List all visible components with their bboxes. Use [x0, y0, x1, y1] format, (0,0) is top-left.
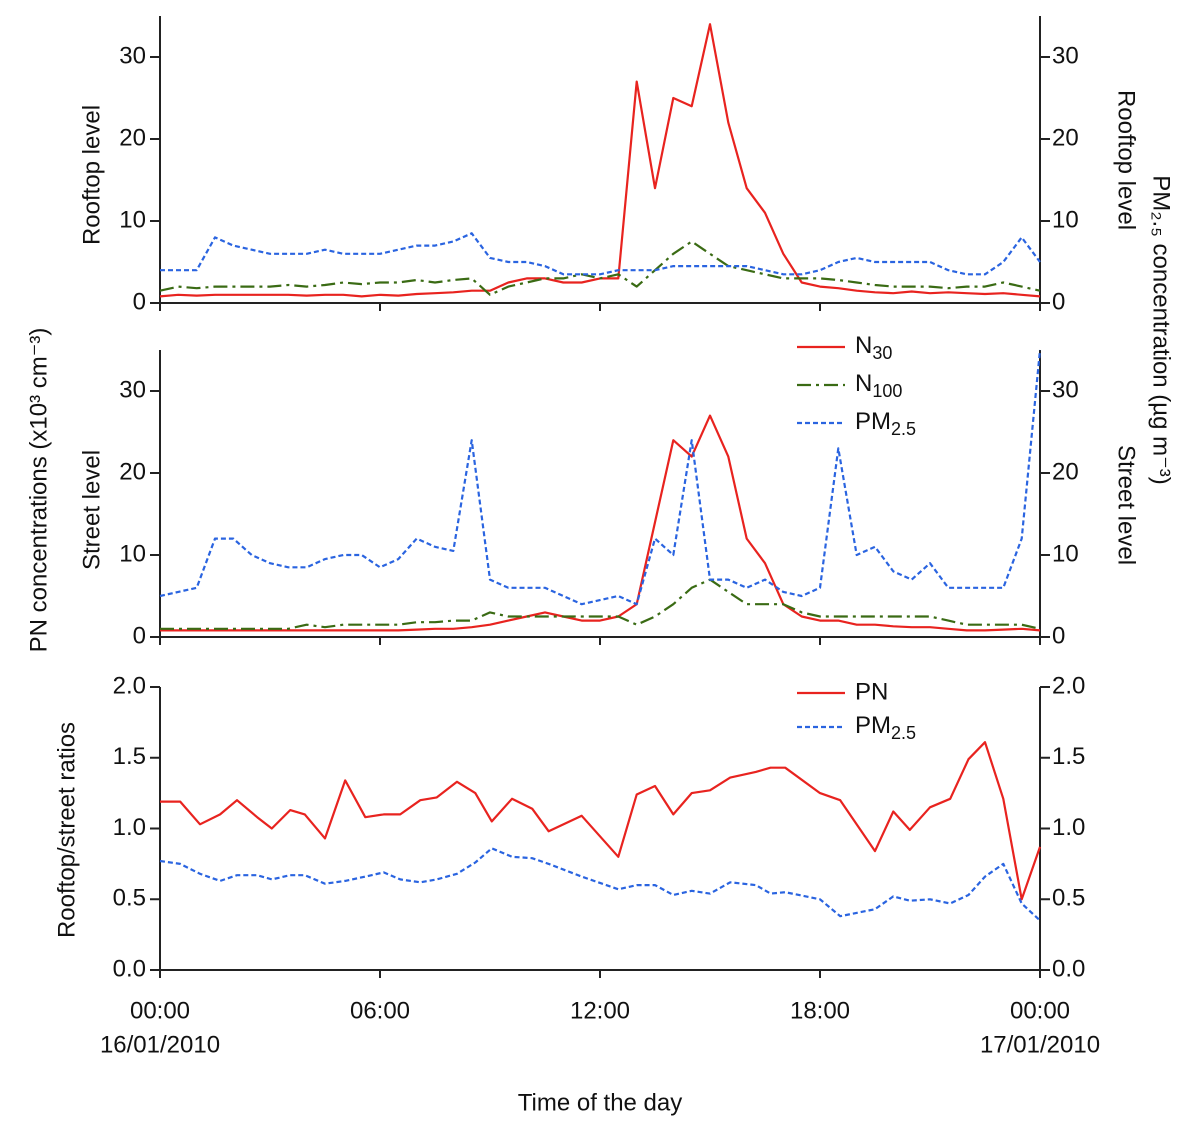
panel-y2-label: Rooftop level [1113, 90, 1140, 230]
series-line [160, 414, 1041, 632]
legend-label: N30 [855, 332, 892, 362]
x-tick-label: 00:00 [130, 997, 190, 1024]
x-tick-label: 00:00 [1010, 997, 1070, 1024]
series-line [159, 847, 1041, 922]
y-tick-label: 10 [119, 206, 146, 233]
y-tick-label: 1.5 [113, 743, 146, 770]
y-axis-title: PN concentrations (x10³ cm⁻³) [25, 328, 52, 653]
y-tick-label: 10 [119, 540, 146, 567]
y-tick-label: 30 [119, 42, 146, 69]
series-line [159, 240, 1041, 296]
y2-tick-label: 0.0 [1052, 955, 1085, 982]
date-label: 16/01/2010 [100, 1031, 220, 1058]
date-label: 17/01/2010 [980, 1031, 1100, 1058]
axis-frame [159, 350, 1041, 638]
y2-tick-label: 0 [1052, 288, 1065, 315]
axis-frame [159, 16, 1041, 304]
y2-tick-label: 10 [1052, 206, 1079, 233]
x-tick-label: 12:00 [570, 997, 630, 1024]
y-tick-label: 1.0 [113, 814, 146, 841]
series-line [159, 349, 1042, 606]
panel-y-label: Street level [78, 450, 105, 570]
y2-tick-label: 1.0 [1052, 814, 1085, 841]
x-tick-label: 18:00 [790, 997, 850, 1024]
series-line [160, 741, 1042, 901]
panel-y2-label: Street level [1113, 445, 1140, 565]
y-tick-label: 20 [119, 124, 146, 151]
y2-tick-label: 0.5 [1052, 885, 1085, 912]
y-tick-label: 0.0 [113, 955, 146, 982]
y2-tick-label: 30 [1052, 376, 1079, 403]
y2-axis-title: PM₂.₅ concentration (µg m⁻³) [1148, 175, 1175, 485]
y2-tick-label: 1.5 [1052, 743, 1085, 770]
y2-tick-label: 10 [1052, 540, 1079, 567]
y-tick-label: 0 [133, 622, 146, 649]
y-tick-label: 30 [119, 376, 146, 403]
x-axis-title: Time of the day [518, 1089, 683, 1116]
y2-tick-label: 0 [1052, 622, 1065, 649]
y-tick-label: 0.5 [113, 885, 146, 912]
legend-label: PM2.5 [855, 408, 916, 438]
legend-label: PN [855, 678, 888, 705]
y2-tick-label: 20 [1052, 458, 1079, 485]
x-tick-label: 06:00 [350, 997, 410, 1024]
panel-y-label: Rooftop/street ratios [53, 722, 80, 938]
y2-tick-label: 2.0 [1052, 672, 1085, 699]
legend-label: N100 [855, 370, 902, 400]
y-tick-label: 2.0 [113, 672, 146, 699]
series-line [160, 232, 1041, 276]
legend-label: PM2.5 [855, 712, 916, 742]
y2-tick-label: 20 [1052, 124, 1079, 151]
y-tick-label: 20 [119, 458, 146, 485]
series-line [160, 578, 1041, 630]
y2-tick-label: 30 [1052, 42, 1079, 69]
y-tick-label: 0 [133, 288, 146, 315]
panel-y-label: Rooftop level [78, 105, 105, 245]
series-line [159, 23, 1041, 298]
